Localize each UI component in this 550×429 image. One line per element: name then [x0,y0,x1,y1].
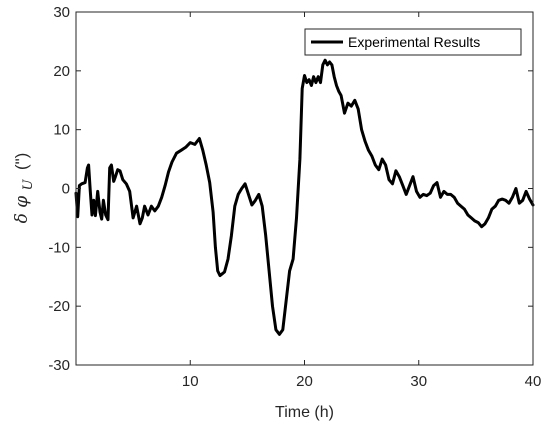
tick-labels: 10 20 30 40 30 20 10 0 -10 -20 -30 [48,4,541,390]
y-axis-label-subscript: U [21,178,36,190]
y-tick-label: -10 [48,239,70,256]
y-axis-label-unit: (") [12,153,31,170]
y-tick-label: 20 [53,63,70,80]
x-tick-label: 30 [410,373,427,390]
axes-box [75,11,534,366]
y-tick-label: 0 [62,181,70,198]
x-tick-label: 10 [182,373,199,390]
y-axis-label: δ φ U (") [12,153,37,224]
y-axis-label-symbol: δ φ [12,196,32,224]
y-tick-label: 30 [53,4,70,21]
plot-area [74,58,535,336]
x-tick-label: 20 [296,373,313,390]
series-line-experimental-results [74,58,535,336]
x-tick-label: 40 [525,373,542,390]
legend: Experimental Results [304,28,522,56]
legend-entry-label: Experimental Results [348,34,480,50]
axis-ticks [76,11,534,366]
x-axis-label: Time (h) [275,404,334,421]
y-tick-label: -30 [48,357,70,374]
y-tick-label: -20 [48,298,70,315]
y-tick-label: 10 [53,122,70,139]
